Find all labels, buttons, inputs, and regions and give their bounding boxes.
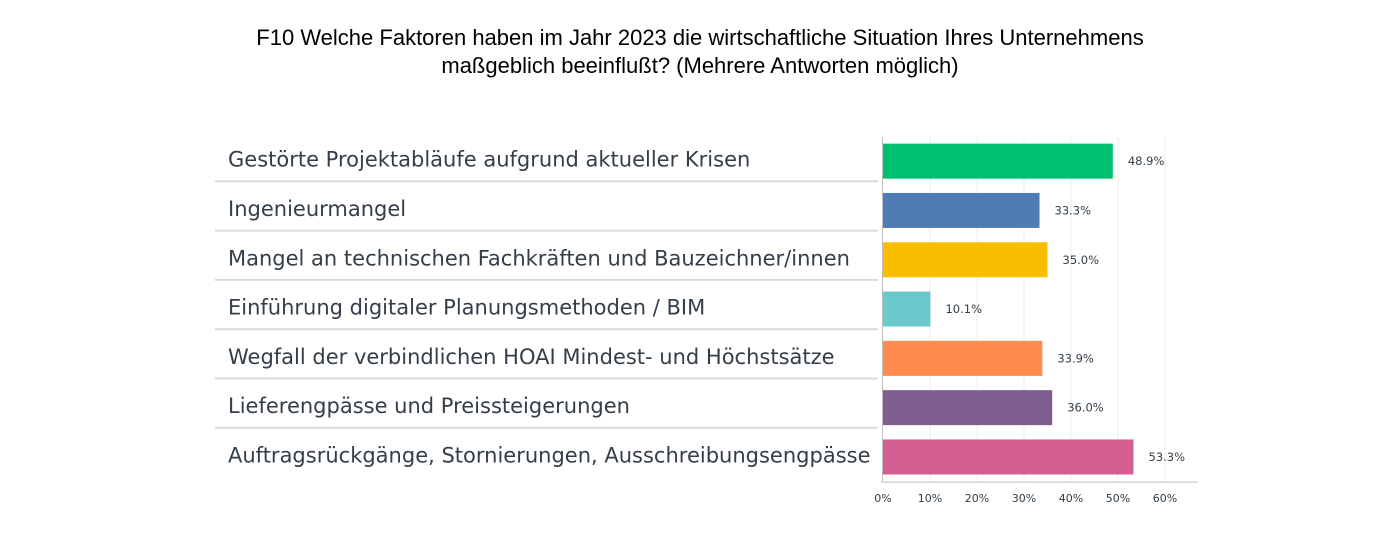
value-label: 33.3% — [1055, 203, 1092, 217]
category-label: Auftragsrückgänge, Stornierungen, Aussch… — [228, 443, 871, 467]
category-label: Wegfall der verbindlichen HOAI Mindest- … — [228, 345, 835, 369]
x-tick-label: 60% — [1153, 492, 1177, 505]
category-label: Ingenieurmangel — [228, 197, 406, 221]
bars — [883, 143, 1134, 475]
chart-title-line-2: maßgeblich beeinflußt? (Mehrere Antworte… — [441, 53, 959, 78]
bar — [883, 390, 1053, 426]
value-label: 36.0% — [1067, 401, 1104, 415]
category-label: Einführung digitaler Planungsmethoden / … — [228, 296, 705, 320]
value-label: 35.0% — [1063, 253, 1100, 267]
x-tick-label: 30% — [1012, 492, 1036, 505]
x-tick-label: 40% — [1059, 492, 1083, 505]
bar — [883, 291, 931, 327]
bar — [883, 143, 1113, 179]
value-label: 48.9% — [1128, 154, 1165, 168]
value-label: 33.9% — [1057, 351, 1094, 365]
x-tick-label: 10% — [918, 492, 942, 505]
value-label: 53.3% — [1149, 450, 1186, 464]
chart-title: F10 Welche Faktoren haben im Jahr 2023 d… — [100, 24, 1300, 80]
x-tick-label: 0% — [874, 492, 891, 505]
bar — [883, 340, 1043, 376]
bar — [883, 439, 1134, 475]
chart-title-line-1: F10 Welche Faktoren haben im Jahr 2023 d… — [256, 25, 1144, 50]
bar — [883, 242, 1048, 278]
x-tick-label: 20% — [965, 492, 989, 505]
category-label: Lieferengpässe und Preissteigerungen — [228, 394, 630, 418]
category-label: Mangel an technischen Fachkräften und Ba… — [228, 246, 850, 270]
bar — [883, 192, 1040, 228]
category-label: Gestörte Projektabläufe aufgrund aktuell… — [228, 148, 750, 172]
x-tick-label: 50% — [1106, 492, 1130, 505]
value-labels: 48.9% 33.3% 35.0% 10.1% 33.9% 36.0% 53.3% — [945, 154, 1185, 464]
category-labels: Gestörte Projektabläufe aufgrund aktuell… — [228, 148, 871, 468]
x-axis: 0% 10% 20% 30% 40% 50% 60% — [874, 137, 1198, 505]
row-separators — [215, 180, 878, 429]
value-label: 10.1% — [945, 302, 982, 316]
